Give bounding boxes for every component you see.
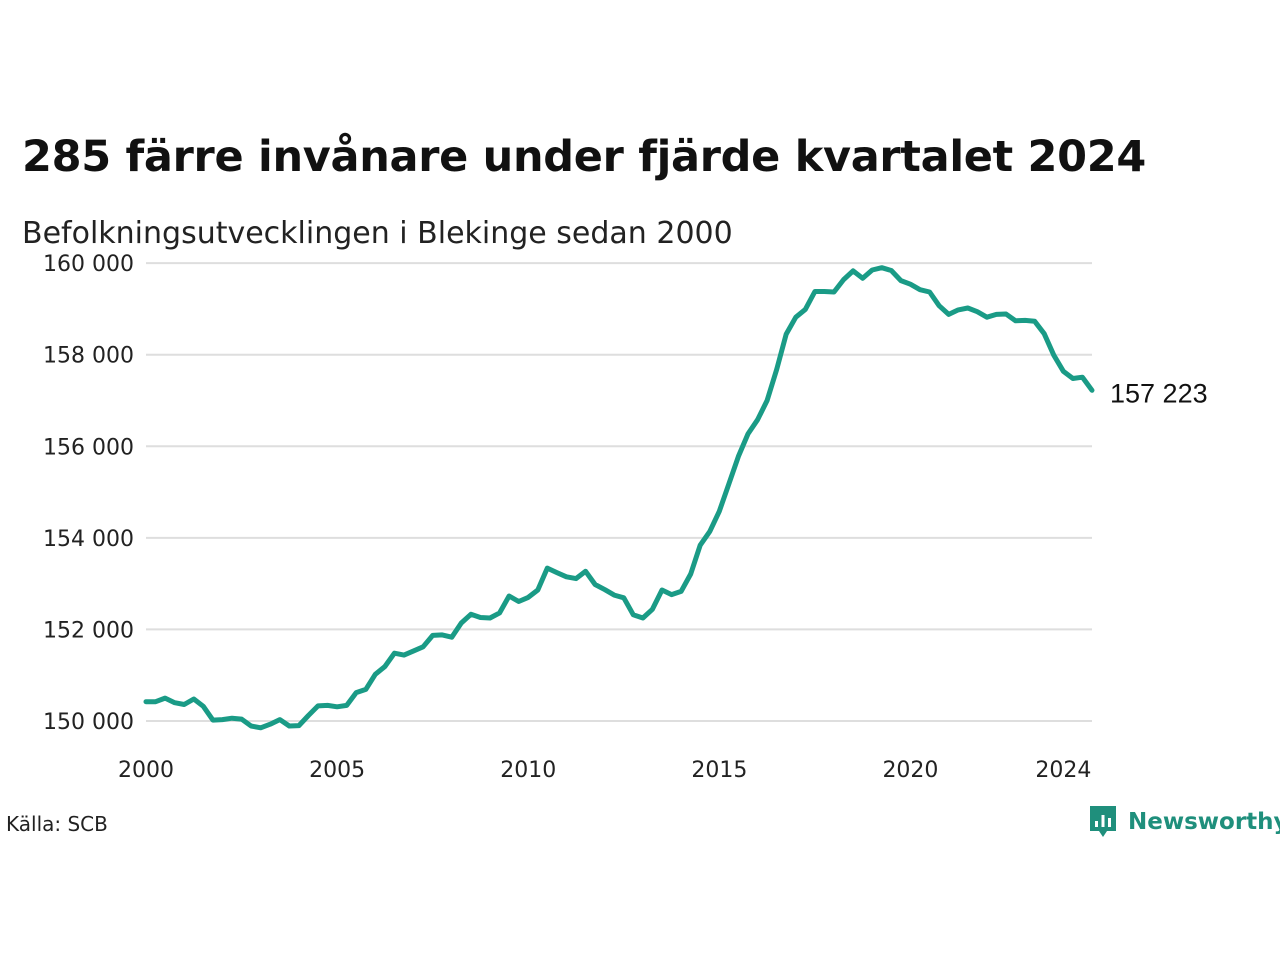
y-tick-label: 150 000	[43, 710, 134, 735]
y-tick-label: 154 000	[43, 527, 134, 552]
brand-name: Newsworthy	[1128, 809, 1280, 835]
x-tick-label: 2020	[882, 758, 938, 783]
y-axis-labels: 150 000 152 000 154 000 156 000 158 000 160 0…	[43, 252, 134, 735]
x-tick-label: 2024	[1035, 758, 1091, 783]
x-tick-label: 2005	[309, 758, 365, 783]
y-tick-label: 152 000	[43, 618, 134, 643]
y-tick-label: 156 000	[43, 435, 134, 460]
series-group	[143, 265, 1095, 731]
chart-title: 285 färre invånare under fjärde kvartale…	[22, 132, 1147, 182]
y-tick-label: 158 000	[43, 344, 134, 369]
y-tick-label: 160 000	[43, 252, 134, 277]
series-line	[143, 265, 1095, 731]
brand-logo: Newsworthy	[1088, 804, 1280, 840]
x-tick-label: 2010	[500, 758, 556, 783]
newsworthy-logo-icon	[1090, 806, 1116, 837]
last-value-label: 157 223	[1110, 378, 1208, 408]
x-tick-label: 2000	[118, 758, 174, 783]
chart-subtitle: Befolkningsutvecklingen i Blekinge sedan…	[22, 216, 733, 251]
x-tick-label: 2015	[691, 758, 747, 783]
source-note: Källa: SCB	[6, 812, 108, 836]
x-axis-labels: 2000 2005 2010 2015 2020 2024	[118, 758, 1091, 783]
grid-lines	[146, 262, 1092, 722]
